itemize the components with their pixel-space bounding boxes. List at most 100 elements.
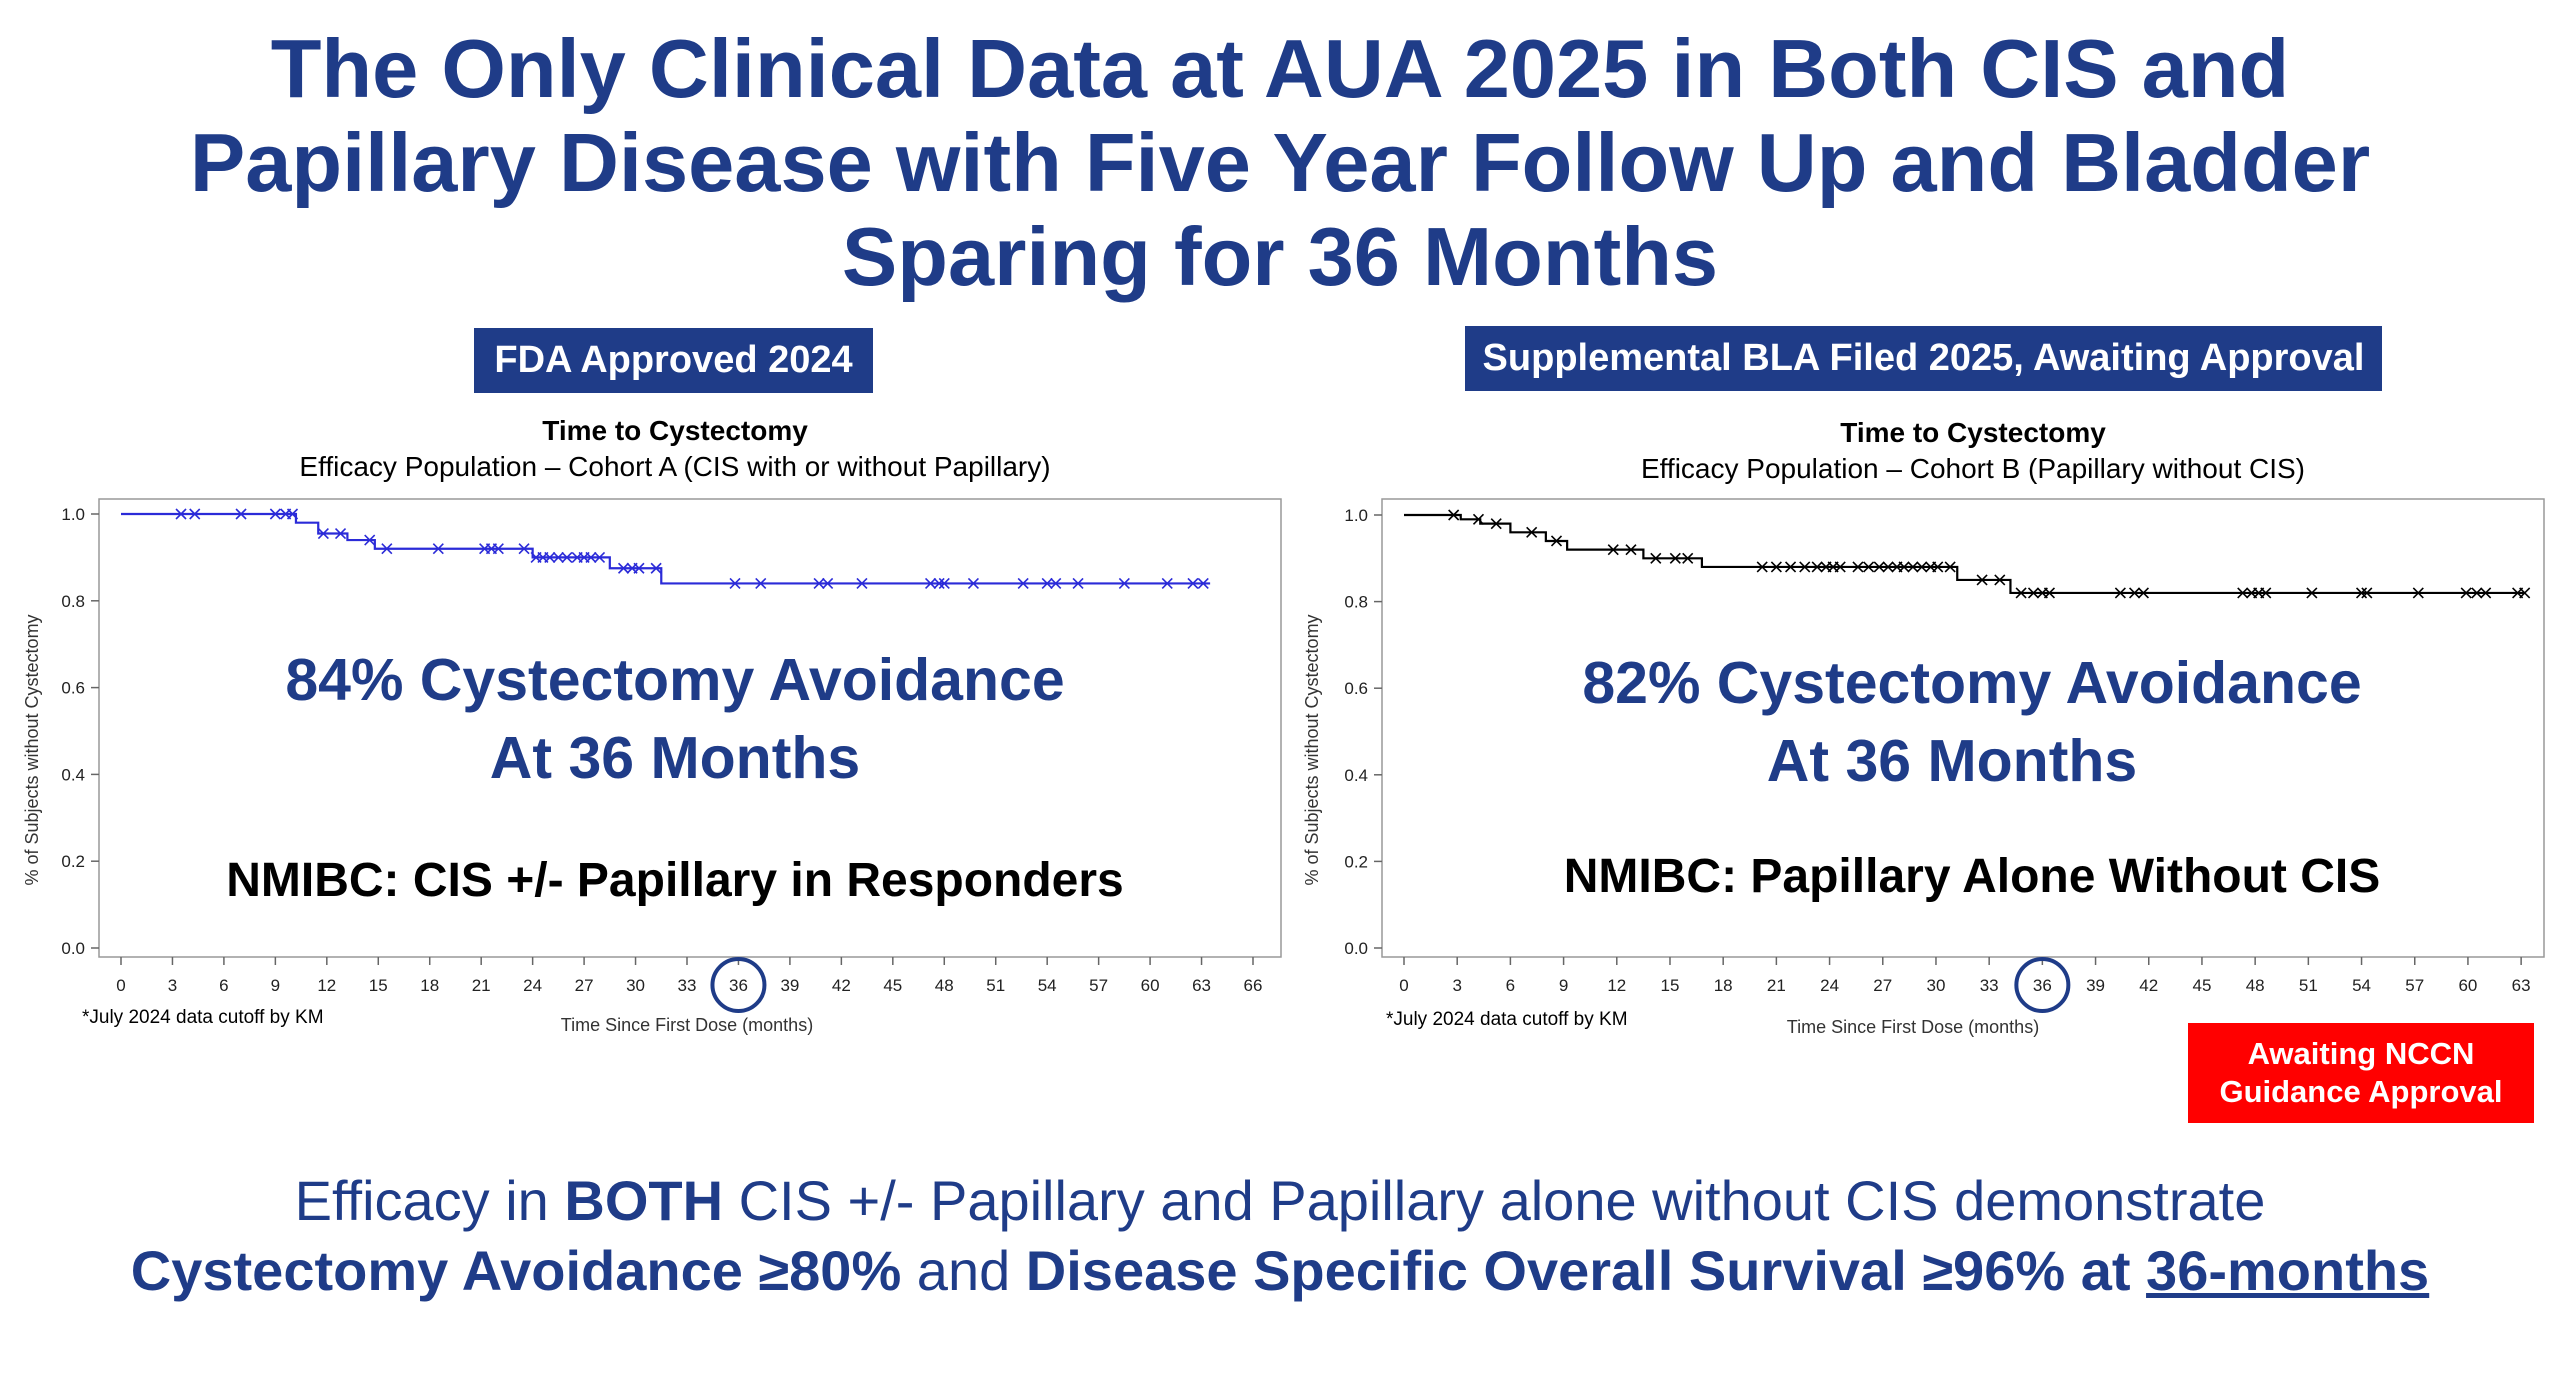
slide-title: The Only Clinical Data at AUA 2025 in Bo… <box>0 22 2560 304</box>
y-tick-label: 0.0 <box>1344 939 1368 958</box>
bottom-text: CIS +/- Papillary and Papillary alone wi… <box>723 1169 2266 1232</box>
censor-mark <box>924 577 937 590</box>
censor-mark <box>235 508 247 520</box>
x-tick-label: 54 <box>1038 976 1057 995</box>
censor-mark <box>1811 561 1823 573</box>
x-tick-label: 42 <box>832 976 851 995</box>
y-tick-label: 0.2 <box>61 852 85 871</box>
x-tick-label: 39 <box>2086 976 2105 995</box>
censor-mark <box>1472 513 1485 525</box>
censor-mark <box>1187 577 1199 590</box>
title-line-2: Papillary Disease with Five Year Follow … <box>189 116 2371 209</box>
censor-mark <box>1625 544 1637 556</box>
y-tick-label: 1.0 <box>1344 506 1368 525</box>
censor-mark <box>1650 552 1662 564</box>
x-tick-label: 57 <box>1089 976 1108 995</box>
x-tick-label: 42 <box>2139 976 2158 995</box>
avoidance-headline: 84% Cystectomy Avoidance <box>285 647 1064 713</box>
y-tick-label: 0.6 <box>1344 679 1368 698</box>
censor-mark <box>1976 574 1988 586</box>
x-tick-label: 45 <box>883 976 902 995</box>
censor-mark <box>2306 587 2318 599</box>
censor-mark <box>2043 587 2056 599</box>
censor-mark <box>2412 587 2424 599</box>
x-tick-label: 0 <box>116 976 125 995</box>
censor-mark <box>2129 587 2141 599</box>
x-tick-label: 51 <box>2299 976 2318 995</box>
km-survival-step-line <box>1404 513 2525 595</box>
censor-mark <box>2015 587 2027 599</box>
censor-mark <box>593 551 606 563</box>
bottom-emphasis-36-months: 36-months <box>2146 1239 2430 1302</box>
x-tick-label: 18 <box>420 976 439 995</box>
fda-approved-badge: FDA Approved 2024 <box>474 328 873 393</box>
x-tick-label: 48 <box>2246 976 2265 995</box>
censor-mark <box>1017 577 1029 590</box>
y-tick-label: 0.6 <box>61 679 85 698</box>
avoidance-headline-2: At 36 Months <box>490 725 860 791</box>
bottom-statement-line-2: Cystectomy Avoidance ≥80% and Disease Sp… <box>0 1238 2560 1303</box>
censor-mark <box>856 577 868 590</box>
censor-mark <box>1756 561 1768 573</box>
title-line-3: Sparing for 36 Months <box>841 210 1719 303</box>
x-tick-label: 57 <box>2405 976 2424 995</box>
plot-frame <box>1381 498 2545 958</box>
censor-mark <box>1863 561 1875 573</box>
x-tick-label: 12 <box>317 976 336 995</box>
bottom-text: Efficacy in <box>294 1169 565 1232</box>
x-tick-label: 60 <box>2458 976 2477 995</box>
km-chart-cohort-b: Time to Cystectomy Efficacy Population –… <box>1290 410 2560 1050</box>
censor-mark <box>1834 561 1846 573</box>
x-tick-label: 66 <box>1244 976 1263 995</box>
nccn-line-1: Awaiting NCCN <box>2247 1036 2475 1071</box>
plot-frame <box>98 498 1282 958</box>
censor-mark <box>317 527 329 540</box>
censor-mark <box>1770 561 1782 573</box>
censor-mark <box>364 534 376 546</box>
title-line-1: The Only Clinical Data at AUA 2025 in Bo… <box>270 22 2290 115</box>
censor-mark <box>1161 577 1173 590</box>
censor-mark <box>813 577 825 590</box>
x-tick-label: 12 <box>1607 976 1626 995</box>
bottom-text: and <box>901 1239 1026 1302</box>
censor-mark <box>617 562 630 574</box>
x-tick-label: 36 <box>2033 976 2052 995</box>
x-tick-label: 24 <box>1820 976 1839 995</box>
data-cutoff-footnote: *July 2024 data cutoff by KM <box>82 1007 324 1028</box>
censor-mark <box>1852 561 1864 573</box>
x-tick-label: 21 <box>472 976 491 995</box>
censor-mark <box>1118 577 1130 590</box>
censor-mark <box>1550 535 1563 547</box>
censor-mark <box>1784 561 1797 573</box>
y-axis-label: % of Subjects without Cystectomy <box>1302 614 1322 885</box>
censor-mark <box>2260 587 2272 599</box>
x-tick-label: 6 <box>1506 976 1515 995</box>
y-tick-label: 0.2 <box>1344 852 1368 871</box>
supplemental-bla-badge: Supplemental BLA Filed 2025, Awaiting Ap… <box>1465 326 2382 391</box>
y-tick-label: 0.8 <box>61 592 85 611</box>
censor-mark <box>1050 577 1062 590</box>
highlight-36-month-circle <box>2014 957 2071 1013</box>
censor-mark <box>1799 561 1811 573</box>
censor-mark <box>1072 577 1084 590</box>
censor-mark <box>2471 587 2483 599</box>
x-tick-label: 54 <box>2352 976 2371 995</box>
x-tick-label: 15 <box>1661 976 1680 995</box>
x-tick-label: 33 <box>678 976 697 995</box>
censor-mark <box>1916 561 1928 573</box>
bottom-emphasis-both: BOTH <box>564 1169 724 1232</box>
censor-mark <box>1907 561 1919 573</box>
censor-mark <box>650 562 662 574</box>
x-axis-label: Time Since First Dose (months) <box>561 1015 813 1035</box>
x-tick-label: 51 <box>986 976 1005 995</box>
x-tick-label: 36 <box>729 976 748 995</box>
avoidance-headline: 82% Cystectomy Avoidance <box>1582 650 2361 716</box>
x-tick-label: 0 <box>1399 976 1408 995</box>
censor-mark <box>1448 509 1460 521</box>
censor-mark <box>544 551 556 563</box>
bottom-emphasis-avoidance: Cystectomy Avoidance ≥80% <box>130 1239 902 1302</box>
y-tick-label: 1.0 <box>61 505 85 524</box>
censor-mark <box>2237 587 2249 599</box>
x-tick-label: 60 <box>1141 976 1160 995</box>
censor-mark <box>381 543 393 555</box>
